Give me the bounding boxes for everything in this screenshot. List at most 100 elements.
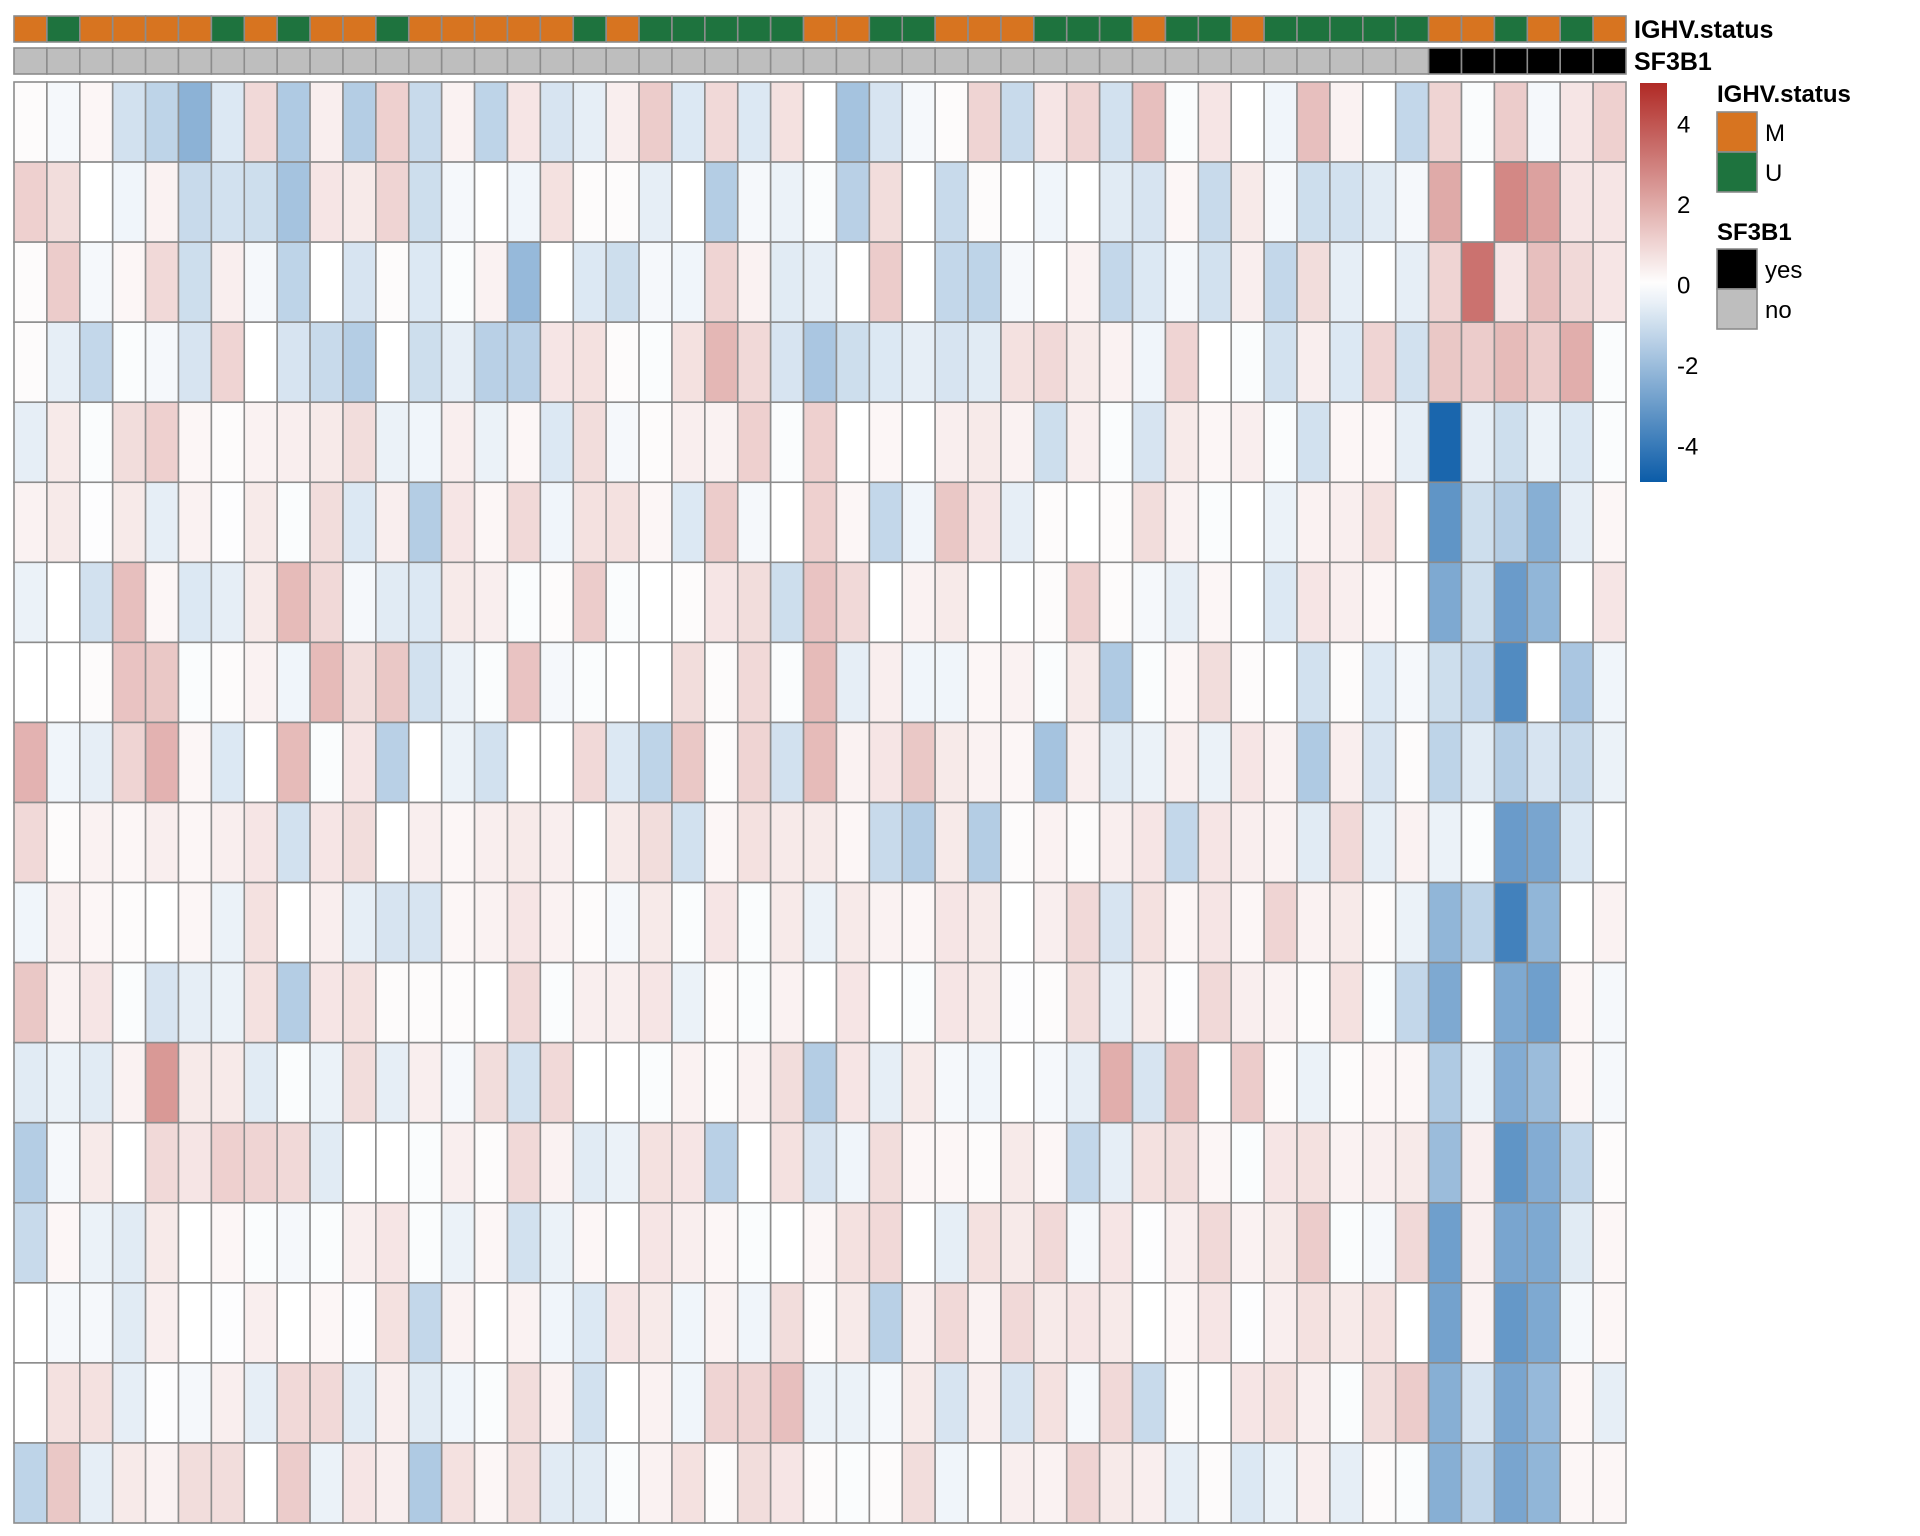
heatmap-cell — [276, 1282, 311, 1364]
heatmap-cell — [769, 481, 805, 564]
heatmap-cell — [736, 1442, 772, 1524]
heatmap-cell — [1065, 321, 1101, 404]
annotation-cell-sf3b1 — [1131, 47, 1167, 75]
heatmap-cell — [1197, 401, 1233, 484]
heatmap-cell — [177, 561, 213, 644]
annotation-cell-ighv-status — [934, 15, 969, 43]
heatmap-cell — [539, 241, 575, 323]
heatmap-cell — [769, 721, 805, 804]
annotation-cell-sf3b1 — [967, 47, 1002, 75]
heatmap-cell — [1329, 401, 1364, 484]
heatmap-cell — [1526, 641, 1562, 724]
heatmap-cell — [78, 881, 114, 964]
heatmap-cell — [13, 321, 48, 404]
heatmap-cell — [210, 401, 246, 484]
heatmap-cell — [1296, 1041, 1331, 1124]
heatmap-cell — [835, 1121, 871, 1204]
annotation-cell-sf3b1 — [243, 47, 278, 75]
heatmap-cell — [506, 801, 542, 884]
heatmap-cell — [1394, 1201, 1430, 1284]
heatmap-cell — [309, 321, 344, 404]
heatmap-cell — [407, 721, 443, 804]
heatmap-cell — [210, 801, 246, 884]
heatmap-cell — [1493, 81, 1529, 163]
heatmap-cell — [769, 1362, 805, 1444]
heatmap-cell — [539, 641, 575, 724]
heatmap-cell — [144, 481, 180, 564]
heatmap-cell — [342, 161, 377, 243]
heatmap-cell — [802, 1121, 838, 1204]
heatmap-cell — [1033, 801, 1068, 884]
heatmap-cell — [1197, 801, 1233, 884]
heatmap-cell — [375, 881, 410, 964]
heatmap-cell — [539, 1282, 575, 1364]
heatmap-cell — [1263, 881, 1298, 964]
heatmap-cell — [342, 1201, 377, 1284]
heatmap-cell — [1131, 401, 1167, 484]
heatmap-cell — [769, 1442, 805, 1524]
heatmap-cell — [144, 801, 180, 884]
heatmap-cell — [342, 401, 377, 484]
heatmap-cell — [802, 881, 838, 964]
heatmap-cell — [1230, 1282, 1265, 1364]
heatmap-cell — [605, 1041, 640, 1124]
heatmap-cell — [769, 561, 805, 644]
heatmap-cell — [1592, 161, 1627, 243]
heatmap-cell — [13, 961, 48, 1044]
heatmap-cell — [769, 1121, 805, 1204]
heatmap-cell — [802, 1282, 838, 1364]
heatmap-cell — [309, 641, 344, 724]
heatmap-cell — [78, 641, 114, 724]
heatmap-cell — [506, 481, 542, 564]
heatmap-cell — [1296, 721, 1331, 804]
heatmap-cell — [177, 1282, 213, 1364]
annotation-cell-ighv-status — [276, 15, 311, 43]
heatmap-cell — [572, 961, 607, 1044]
heatmap-cell — [177, 241, 213, 323]
heatmap-cell — [342, 801, 377, 884]
heatmap-cell — [177, 1442, 213, 1524]
heatmap-cell — [539, 961, 575, 1044]
heatmap-cell — [736, 1201, 772, 1284]
heatmap-cell — [111, 561, 147, 644]
heatmap-cell — [440, 1442, 476, 1524]
heatmap-cell — [342, 1121, 377, 1204]
annotation-cell-ighv-status — [539, 15, 575, 43]
heatmap-cell — [1559, 721, 1594, 804]
heatmap-cell — [802, 241, 838, 323]
annotation-cell-ighv-status — [473, 15, 509, 43]
annotation-label-sf3b1: SF3B1 — [1634, 48, 1712, 76]
heatmap-cell — [342, 481, 377, 564]
heatmap-cell — [13, 561, 48, 644]
heatmap-cell — [1065, 1201, 1101, 1284]
heatmap-cell — [1362, 401, 1397, 484]
heatmap-cell — [111, 1201, 147, 1284]
heatmap-cell — [638, 961, 673, 1044]
heatmap-cell — [78, 1041, 114, 1124]
annotation-cell-sf3b1 — [572, 47, 607, 75]
heatmap-cell — [1197, 881, 1233, 964]
heatmap-cell — [13, 641, 48, 724]
heatmap-cell — [605, 241, 640, 323]
annotation-cell-sf3b1 — [1362, 47, 1397, 75]
heatmap-cell — [506, 1442, 542, 1524]
heatmap-cell — [78, 81, 114, 163]
heatmap-cell — [1394, 321, 1430, 404]
heatmap-cell — [901, 1282, 936, 1364]
heatmap-cell — [144, 1282, 180, 1364]
annotation-cell-sf3b1 — [1098, 47, 1134, 75]
heatmap-cell — [407, 1442, 443, 1524]
heatmap-cell — [736, 1041, 772, 1124]
annotation-cell-sf3b1 — [1197, 47, 1233, 75]
heatmap-cell — [276, 961, 311, 1044]
heatmap-cell — [1329, 1362, 1364, 1444]
heatmap-cell — [638, 401, 673, 484]
heatmap-cell — [13, 161, 48, 243]
heatmap-cell — [638, 1442, 673, 1524]
annotation-cell-sf3b1 — [1296, 47, 1331, 75]
heatmap-cell — [638, 321, 673, 404]
heatmap-cell — [1296, 1362, 1331, 1444]
heatmap-cell — [1526, 961, 1562, 1044]
heatmap-cell — [868, 641, 904, 724]
heatmap-cell — [1394, 81, 1430, 163]
